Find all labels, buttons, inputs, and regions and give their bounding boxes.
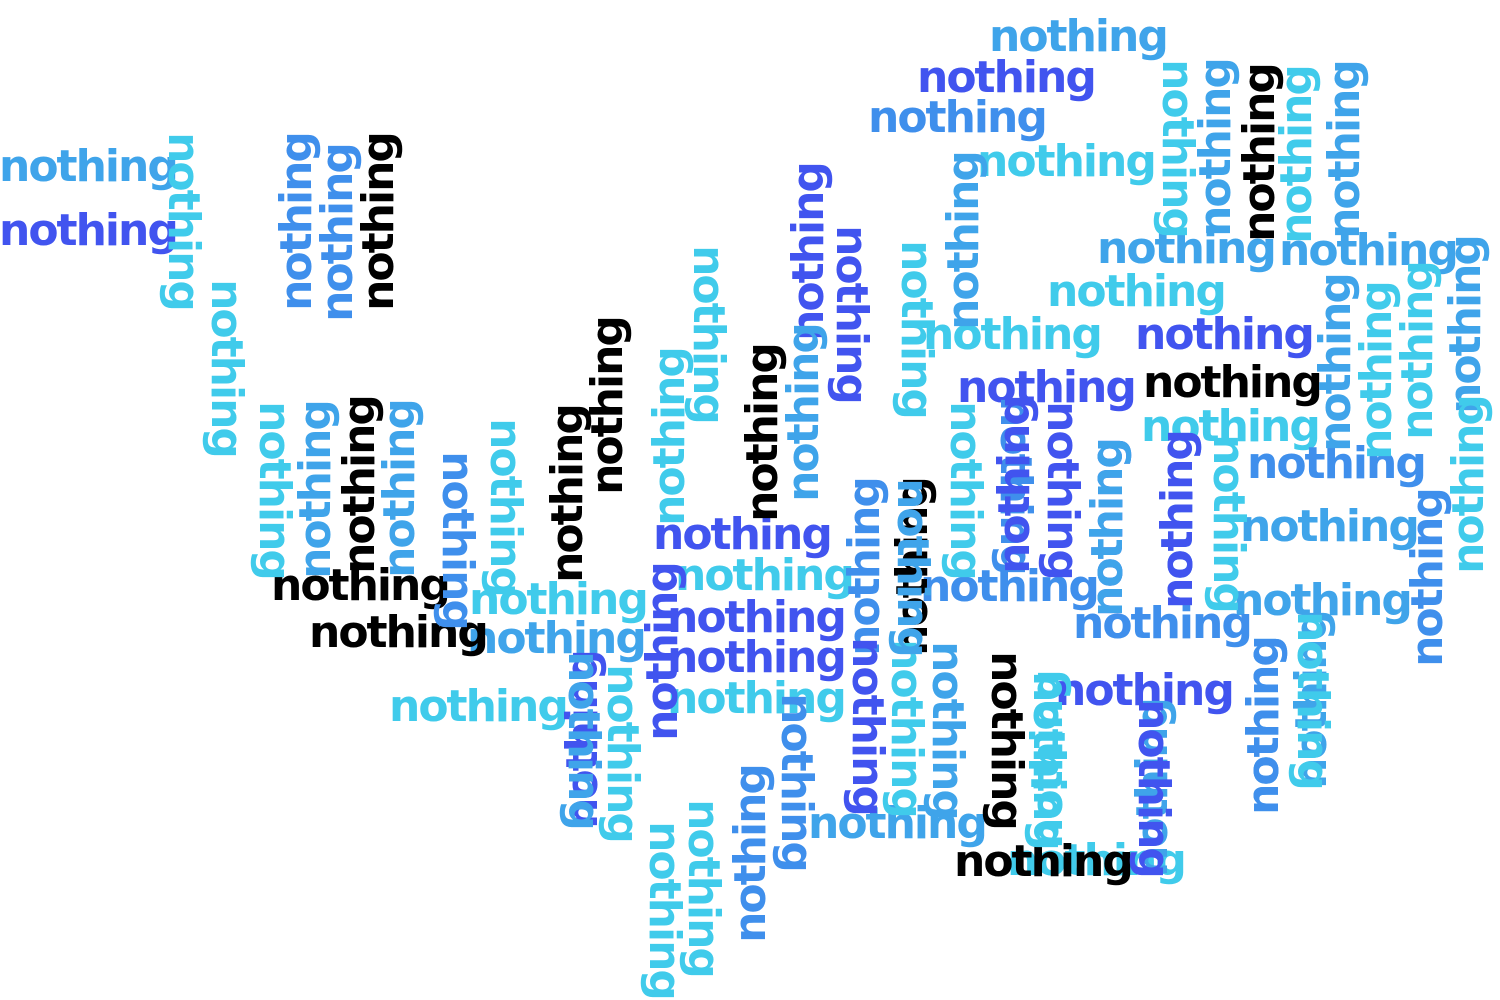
cloud-word: nothing xyxy=(675,550,855,601)
cloud-word: nothing xyxy=(581,317,633,495)
cloud-word: nothing xyxy=(1151,431,1203,609)
cloud-word: nothing xyxy=(469,574,649,625)
cloud-word: nothing xyxy=(770,693,822,871)
cloud-word: nothing xyxy=(1233,575,1413,626)
cloud-word: nothing xyxy=(1202,434,1254,612)
cloud-word: nothing xyxy=(1143,357,1323,408)
cloud-word: nothing xyxy=(1279,225,1459,276)
cloud-word: nothing xyxy=(467,613,647,664)
cloud-word: nothing xyxy=(890,240,942,418)
cloud-word: nothing xyxy=(200,279,252,457)
cloud-word: nothing xyxy=(309,607,489,658)
cloud-word: nothing xyxy=(1439,236,1491,414)
cloud-word: nothing xyxy=(921,641,973,819)
cloud-word: nothing xyxy=(667,632,847,683)
cloud-word: nothing xyxy=(1189,59,1241,237)
cloud-word: nothing xyxy=(954,836,1134,887)
cloud-word: nothing xyxy=(825,225,877,403)
cloud-word: nothing xyxy=(431,451,483,629)
cloud-word: nothing xyxy=(724,765,776,943)
cloud-word: nothing xyxy=(917,52,1097,103)
cloud-word: nothing xyxy=(957,362,1137,413)
cloud-word: nothing xyxy=(1047,266,1227,317)
cloud-word: nothing xyxy=(868,92,1048,143)
cloud-word: nothing xyxy=(988,396,1040,574)
cloud-word: nothing xyxy=(352,133,404,311)
cloud-word: nothing xyxy=(271,560,451,611)
cloud-word: nothing xyxy=(777,324,829,502)
cloud-word: nothing xyxy=(0,205,179,256)
cloud-word: nothing xyxy=(920,561,1100,612)
cloud-word: nothing xyxy=(1127,699,1179,877)
cloud-word: nothing xyxy=(653,509,833,560)
cloud-word: nothing xyxy=(289,401,341,579)
cloud-word: nothing xyxy=(0,141,179,192)
cloud-word: nothing xyxy=(1022,671,1074,849)
cloud-word: nothing xyxy=(1007,835,1187,886)
cloud-word: nothing xyxy=(886,478,938,656)
cloud-word: nothing xyxy=(373,400,425,578)
cloud-word: nothing xyxy=(557,651,609,829)
cloud-word: nothing xyxy=(1286,611,1338,789)
cloud-word: nothing xyxy=(389,681,569,732)
cloud-word: nothing xyxy=(989,11,1169,62)
cloud-word: nothing xyxy=(667,673,847,724)
cloud-word: nothing xyxy=(1270,66,1322,244)
cloud-word: nothing xyxy=(479,418,531,596)
cloud-word: nothing xyxy=(643,348,695,526)
cloud-word: nothing xyxy=(1391,262,1443,440)
cloud-word: nothing xyxy=(1240,501,1420,552)
cloud-word: nothing xyxy=(1097,223,1277,274)
cloud-word: nothing xyxy=(977,136,1157,187)
cloud-word: nothing xyxy=(923,309,1103,360)
cloud-word: nothing xyxy=(937,152,989,330)
cloud-word: nothing xyxy=(638,821,690,999)
cloud-word: nothing xyxy=(157,132,209,310)
cloud-word: nothing xyxy=(1081,439,1133,617)
cloud-word: nothing xyxy=(1055,665,1235,716)
cloud-word: nothing xyxy=(782,163,834,341)
cloud-word: nothing xyxy=(1073,598,1253,649)
cloud-word: nothing xyxy=(808,798,988,849)
cloud-word: nothing xyxy=(1141,401,1321,452)
cloud-word: nothing xyxy=(1318,61,1370,239)
cloud-word: nothing xyxy=(1237,637,1289,815)
cloud-word: nothing xyxy=(1036,401,1088,579)
cloud-word: nothing xyxy=(1442,396,1494,574)
cloud-word: nothing xyxy=(838,478,890,656)
cloud-word: nothing xyxy=(939,401,991,579)
cloud-word: nothing xyxy=(636,563,688,741)
cloud-word: nothing xyxy=(1247,438,1427,489)
cloud-word: nothing xyxy=(1135,309,1315,360)
cloud-word: nothing xyxy=(667,592,847,643)
cloud-word: nothing xyxy=(1401,489,1453,667)
